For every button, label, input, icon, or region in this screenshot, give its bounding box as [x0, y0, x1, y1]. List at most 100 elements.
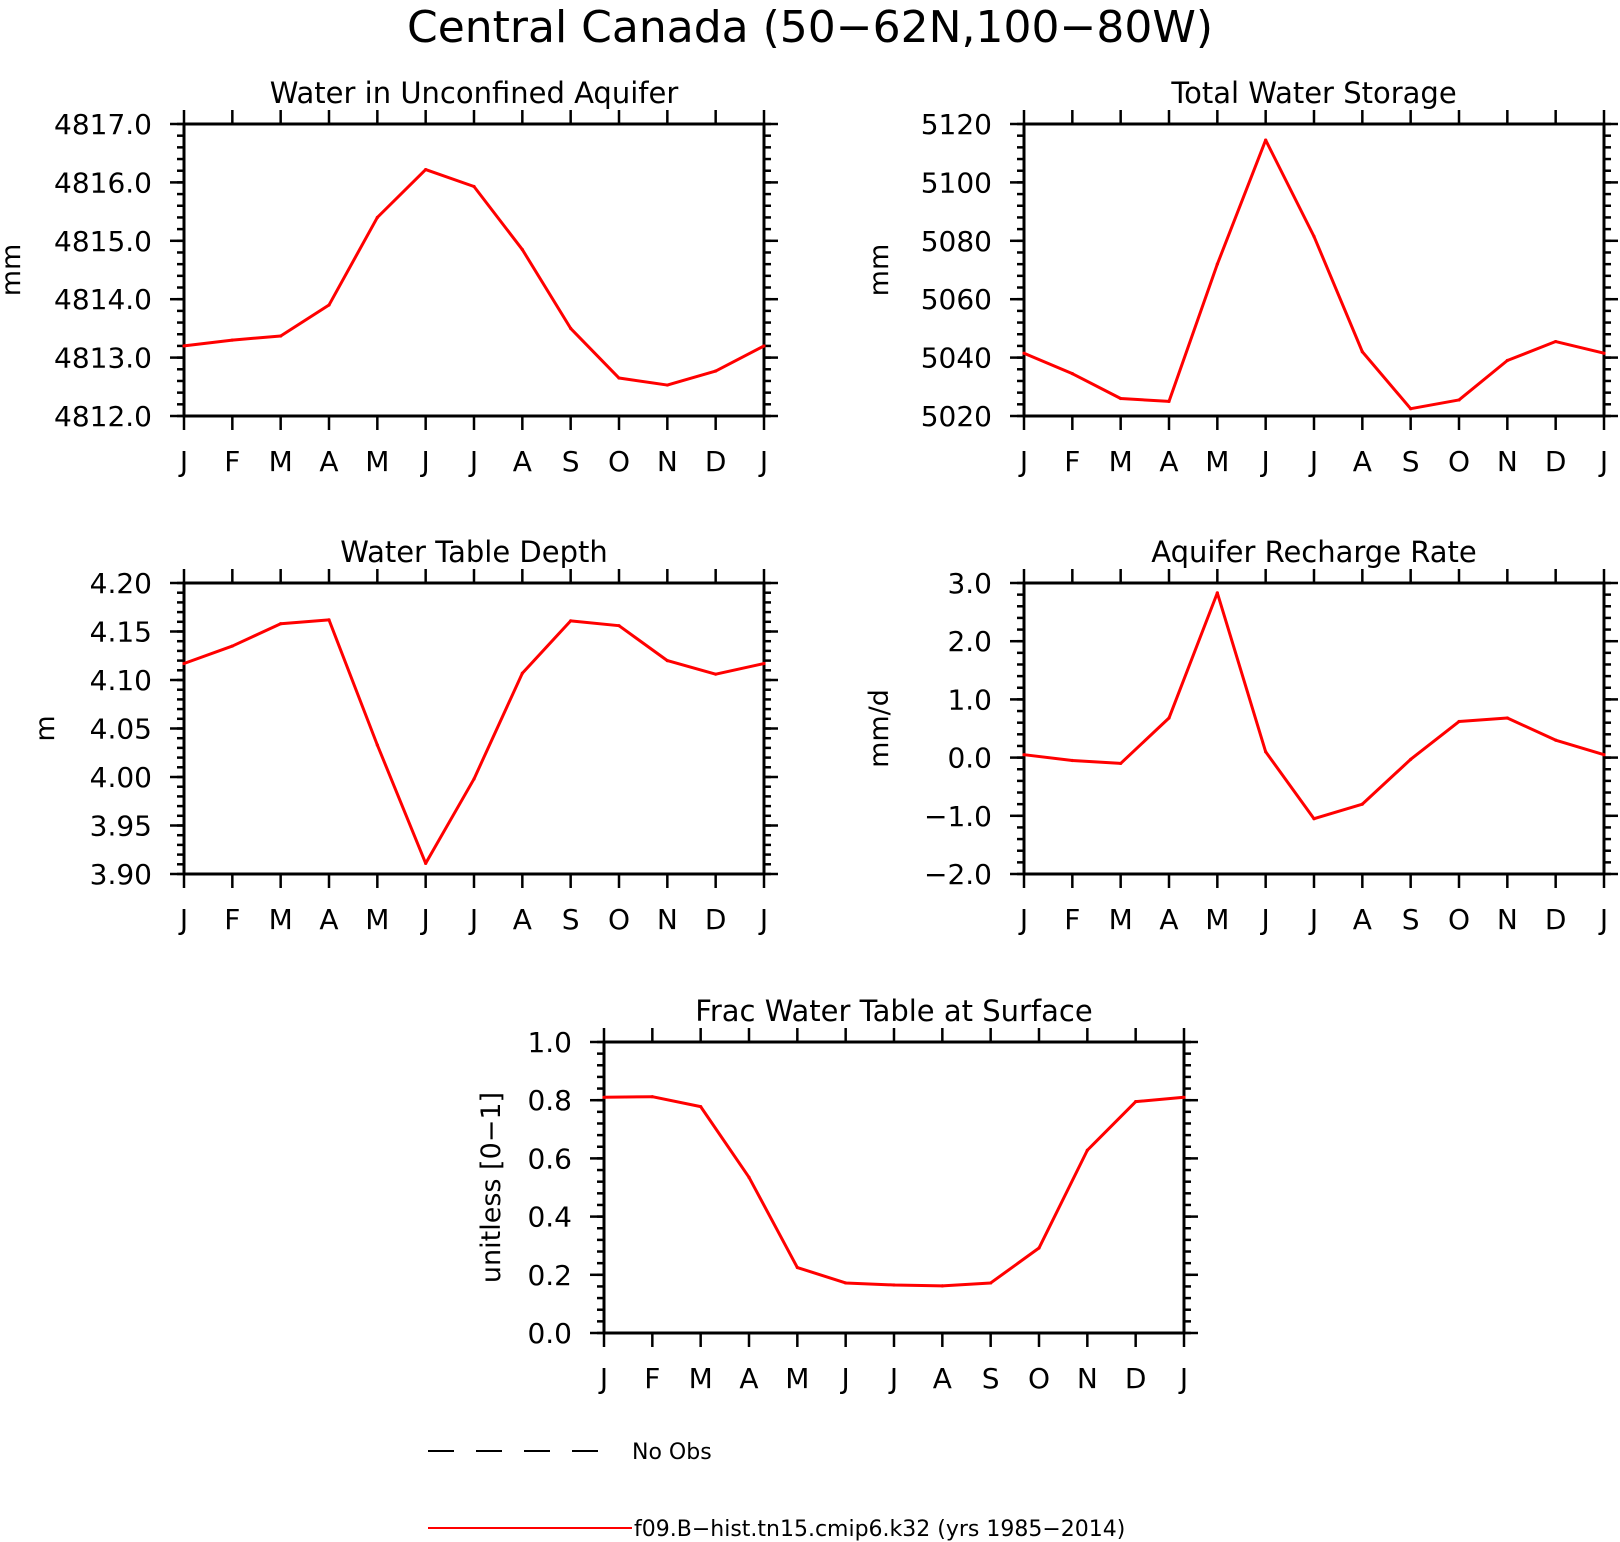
y-tick-label: 5060	[921, 283, 992, 316]
x-tick-label: A	[513, 903, 532, 936]
x-tick-label: A	[1353, 445, 1372, 478]
data-point	[1554, 339, 1558, 344]
x-tick-label: J	[1598, 445, 1608, 478]
data-point	[1167, 399, 1171, 403]
data-point	[1457, 719, 1461, 724]
x-tick-label: A	[319, 903, 338, 936]
x-tick-label: J	[1308, 445, 1318, 478]
data-point	[1264, 750, 1268, 754]
x-tick-label: S	[562, 903, 580, 936]
x-tick-label: J	[468, 903, 478, 936]
y-axis-label: m	[30, 715, 61, 741]
x-tick-label: A	[1353, 903, 1372, 936]
x-tick-label: D	[1545, 903, 1567, 936]
data-point	[182, 344, 186, 348]
y-tick-label: 5040	[921, 342, 992, 375]
data-point	[1070, 372, 1074, 376]
x-tick-label: F	[224, 445, 240, 478]
y-tick-label: 0.0	[527, 1317, 572, 1350]
data-point	[569, 619, 573, 623]
data-point	[617, 376, 621, 380]
data-point	[650, 1095, 654, 1099]
x-tick-label: O	[1448, 445, 1470, 478]
x-tick-label: S	[1402, 903, 1420, 936]
data-point	[665, 383, 669, 387]
x-tick-label: J	[1178, 1362, 1188, 1395]
x-tick-label: N	[1497, 445, 1518, 478]
x-tick-label: A	[1159, 445, 1178, 478]
x-tick-label: M	[1205, 445, 1229, 478]
plot-frame	[182, 122, 766, 418]
data-point	[1085, 1148, 1089, 1152]
y-tick-label: 0.8	[527, 1084, 572, 1117]
data-point	[714, 672, 718, 676]
data-point	[1215, 591, 1219, 595]
data-point	[1505, 716, 1509, 720]
panel-title: Total Water Storage	[1170, 76, 1456, 110]
x-tick-label: N	[657, 903, 678, 936]
x-tick-label: S	[982, 1362, 1000, 1395]
x-tick-label: A	[933, 1362, 952, 1395]
data-point	[714, 369, 718, 373]
panel-title: Water in Unconfined Aquifer	[270, 76, 679, 110]
y-tick-label: 3.95	[90, 810, 152, 843]
x-tick-label: O	[608, 903, 630, 936]
data-point	[424, 861, 428, 865]
data-point	[327, 618, 331, 622]
x-tick-label: J	[598, 1362, 608, 1395]
x-tick-label: A	[1159, 903, 1178, 936]
x-tick-label: F	[644, 1362, 660, 1395]
x-tick-label: J	[1308, 903, 1318, 936]
y-tick-label: 5100	[921, 166, 992, 199]
data-point	[1022, 753, 1026, 757]
x-tick-label: M	[689, 1362, 713, 1395]
data-point	[230, 338, 234, 342]
y-axis-label: mm	[0, 244, 27, 297]
x-tick-label: M	[365, 445, 389, 478]
data-point	[375, 743, 379, 747]
y-tick-label: 4814.0	[54, 283, 152, 316]
data-point	[279, 622, 283, 626]
x-tick-label: J	[420, 445, 430, 478]
y-tick-label: 4815.0	[54, 225, 152, 258]
series-line	[603, 1095, 1185, 1288]
x-tick-label: M	[1109, 445, 1133, 478]
y-tick-label: 0.6	[527, 1142, 572, 1175]
series-line	[1023, 138, 1605, 411]
data-point	[520, 671, 524, 675]
data-point	[327, 303, 331, 307]
data-point	[699, 1105, 703, 1109]
y-tick-label: 2.0	[947, 625, 992, 658]
data-point	[1264, 138, 1268, 142]
x-tick-label: J	[840, 1362, 850, 1395]
data-point	[617, 624, 621, 628]
data-point	[424, 167, 428, 172]
x-tick-label: J	[1018, 903, 1028, 936]
x-tick-label: D	[705, 445, 727, 478]
x-tick-label: A	[739, 1362, 758, 1395]
y-tick-label: 1.0	[947, 683, 992, 716]
x-tick-label: M	[1205, 903, 1229, 936]
y-tick-label: 5080	[921, 225, 992, 258]
y-tick-label: 4.05	[90, 713, 152, 746]
y-tick-label: 4.10	[90, 664, 152, 697]
x-tick-label: J	[420, 903, 430, 936]
panel-title: Frac Water Table at Surface	[695, 994, 1092, 1028]
data-point	[1037, 1246, 1041, 1250]
x-tick-label: M	[365, 903, 389, 936]
plot-frame	[1022, 581, 1606, 876]
data-point	[1070, 758, 1074, 763]
y-axis-label: mm	[864, 244, 895, 297]
y-tick-label: −1.0	[924, 800, 992, 833]
data-point	[1119, 396, 1123, 401]
data-point	[1360, 350, 1364, 354]
plot-frame	[602, 1040, 1186, 1335]
x-tick-label: J	[1598, 903, 1608, 936]
x-tick-label: D	[705, 903, 727, 936]
data-point	[989, 1281, 993, 1285]
x-tick-label: F	[1064, 445, 1080, 478]
x-tick-label: J	[468, 445, 478, 478]
